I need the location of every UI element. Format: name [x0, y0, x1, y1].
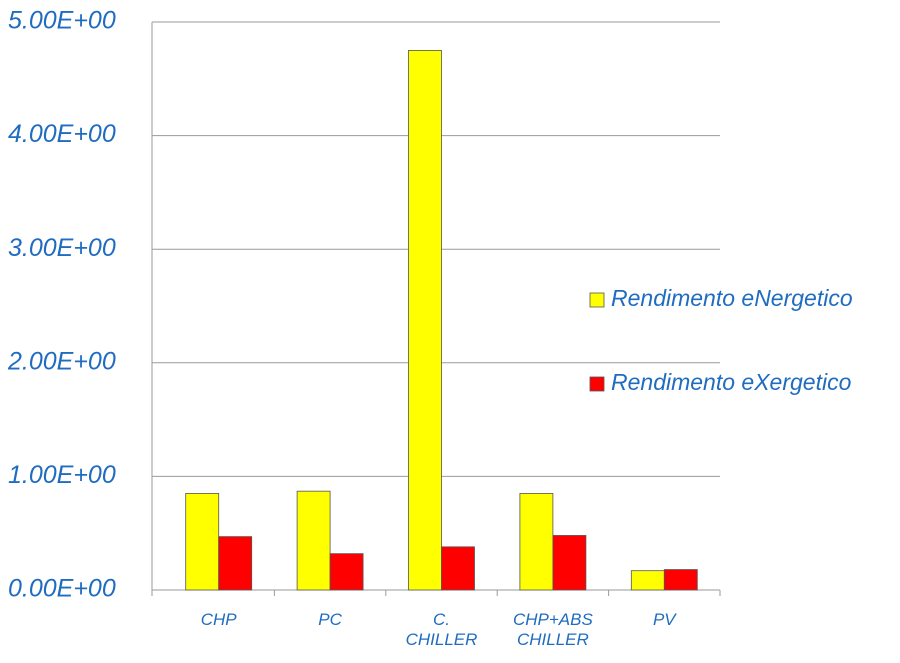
bar — [519, 493, 554, 591]
y-tick-label: 1.00E+00 — [8, 461, 116, 489]
x-tick-label: C. CHILLER — [405, 610, 478, 649]
x-tick-label: PC — [318, 610, 342, 629]
x-tick-label: CHP+ABS CHILLER — [512, 610, 593, 649]
y-tick-label: 0.00E+00 — [8, 575, 116, 603]
bar — [630, 570, 665, 591]
bar — [441, 546, 475, 591]
x-tick-label: CHP — [200, 610, 237, 629]
legend-swatch — [589, 292, 605, 308]
y-tick-label: 3.00E+00 — [8, 234, 116, 262]
y-tick-label: 2.00E+00 — [7, 347, 116, 375]
bar — [329, 553, 364, 591]
bar — [408, 50, 442, 591]
bar — [552, 535, 587, 591]
legend-label: Rendimento eXergetico — [611, 369, 852, 395]
bar — [218, 536, 253, 591]
bar — [663, 569, 698, 591]
x-tick-label: PV — [652, 610, 676, 629]
legend-swatch — [589, 376, 605, 392]
y-tick-label: 5.00E+00 — [8, 7, 116, 35]
bar — [296, 490, 331, 591]
legend-label: Rendimento eNergetico — [611, 285, 853, 311]
bar — [185, 493, 220, 591]
y-tick-label: 4.00E+00 — [8, 120, 116, 148]
